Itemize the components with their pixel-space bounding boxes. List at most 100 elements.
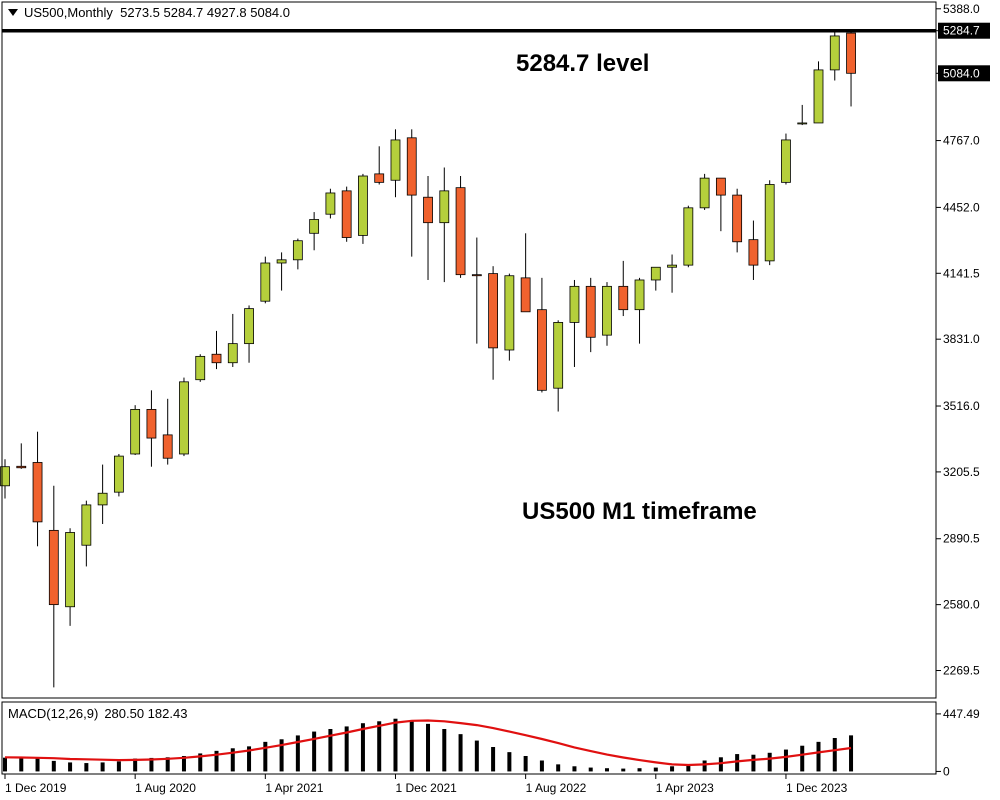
candle-body-bull — [358, 175, 368, 236]
chart-header: US500,Monthly 5273.5 5284.7 4927.8 5084.… — [8, 4, 290, 20]
macd-histogram-bar — [35, 757, 40, 772]
candle — [797, 104, 808, 126]
macd-histogram-bar — [230, 748, 235, 772]
candle-body-bull — [130, 409, 141, 455]
price-label-text: 5084.0 — [943, 66, 980, 80]
macd-histogram-bar — [637, 768, 642, 772]
macd-histogram-bar — [556, 764, 561, 772]
macd-histogram-bar — [507, 752, 512, 772]
candle-body-bull — [504, 275, 515, 351]
candle-body-bull — [309, 219, 320, 234]
macd-histogram-bar — [198, 753, 203, 772]
macd-histogram-bar — [670, 766, 675, 772]
macd-histogram-bar — [604, 768, 609, 772]
candle-body-bear — [732, 194, 743, 243]
macd-histogram-bar — [751, 754, 756, 772]
candle-body-bull — [667, 264, 677, 268]
timeframe-annotation: US500 M1 timeframe — [522, 498, 757, 525]
x-tick-label: 1 Aug 2020 — [135, 781, 196, 795]
macd-histogram-bar — [572, 766, 577, 772]
macd-histogram-bar — [3, 757, 7, 772]
candle — [292, 238, 303, 270]
candle-body-bull — [227, 343, 238, 364]
candle — [390, 129, 401, 198]
candle — [179, 377, 189, 457]
candle — [227, 313, 238, 367]
candle-body-bull — [244, 308, 254, 345]
candle-body-bull — [781, 139, 791, 183]
candle-body-bear — [488, 273, 499, 349]
candle-body-bear — [341, 190, 352, 238]
macd-histogram-bar — [84, 763, 89, 772]
candle — [276, 252, 287, 291]
macd-signal-line — [4, 719, 852, 767]
candle — [341, 186, 352, 242]
candle — [423, 176, 433, 280]
candle — [537, 277, 547, 393]
price-panel — [0, 28, 936, 688]
candle — [781, 133, 791, 185]
macd-histogram-bar — [735, 754, 740, 772]
candle — [471, 237, 482, 344]
macd-title: MACD(12,26,9) — [8, 706, 99, 721]
candle — [715, 177, 726, 232]
candle — [520, 233, 531, 313]
x-tick-label: 1 Apr 2023 — [656, 781, 714, 795]
candle-body-bear — [455, 187, 466, 276]
candle — [406, 129, 417, 257]
macd-histogram-bar — [263, 741, 268, 772]
candle-body-bull — [179, 381, 189, 455]
price-label-box — [938, 22, 990, 39]
candle — [309, 212, 320, 251]
macd-histogram-bar — [409, 720, 414, 772]
ohlc-readout: 5273.5 5284.7 4927.8 5084.0 — [120, 5, 291, 21]
candle — [48, 485, 59, 688]
y-tick-label: 4767.0 — [943, 134, 980, 148]
candle-body-bear — [146, 409, 157, 439]
y-tick-label: 3831.0 — [943, 332, 980, 346]
candle — [358, 173, 368, 244]
candle-body-bear — [423, 196, 433, 224]
macd-histogram-bar — [686, 764, 691, 772]
macd-histogram-bar — [328, 729, 333, 772]
candle — [650, 266, 661, 291]
dropdown-triangle-icon[interactable] — [8, 9, 18, 17]
candle-body-bear — [585, 285, 596, 338]
macd-histogram-bar — [767, 752, 772, 772]
macd-histogram-bar — [702, 760, 707, 772]
macd-histogram-bar — [344, 726, 349, 772]
candle — [211, 330, 222, 370]
candle-body-bull — [634, 279, 645, 311]
candle-body-bull — [699, 177, 710, 209]
macd-histogram-bar — [718, 757, 723, 772]
candle-body-bull — [276, 259, 287, 264]
candle-body-bear — [162, 434, 173, 459]
candle-body-bear — [48, 529, 59, 606]
macd-histogram-bar — [588, 767, 593, 772]
candle-body-bull — [797, 122, 808, 125]
candle-body-bear — [406, 137, 417, 196]
candle — [699, 173, 710, 210]
x-tick-label: 1 Apr 2021 — [265, 781, 323, 795]
macd-histogram-bar — [832, 738, 837, 772]
macd-histogram-bar — [247, 746, 252, 772]
y-tick-label: 2890.5 — [943, 532, 980, 546]
macd-histogram-bar — [621, 768, 626, 772]
candle-body-bull — [113, 455, 124, 493]
candle-body-bull — [439, 190, 450, 224]
macd-histogram-bar — [442, 729, 447, 772]
candle — [65, 528, 75, 626]
candle — [569, 279, 580, 367]
candle — [162, 398, 173, 465]
macd-histogram-bar — [800, 745, 805, 772]
y-tick-label: 2580.0 — [943, 598, 980, 612]
candle-body-bull — [650, 266, 661, 281]
macd-y-tick-label: 0 — [943, 764, 950, 778]
macd-histogram-bar — [458, 734, 463, 772]
macd-histogram-bar — [426, 723, 431, 772]
candle — [146, 390, 157, 467]
candle — [764, 180, 775, 266]
macd-histogram-bar — [816, 741, 821, 772]
candle — [553, 320, 564, 412]
